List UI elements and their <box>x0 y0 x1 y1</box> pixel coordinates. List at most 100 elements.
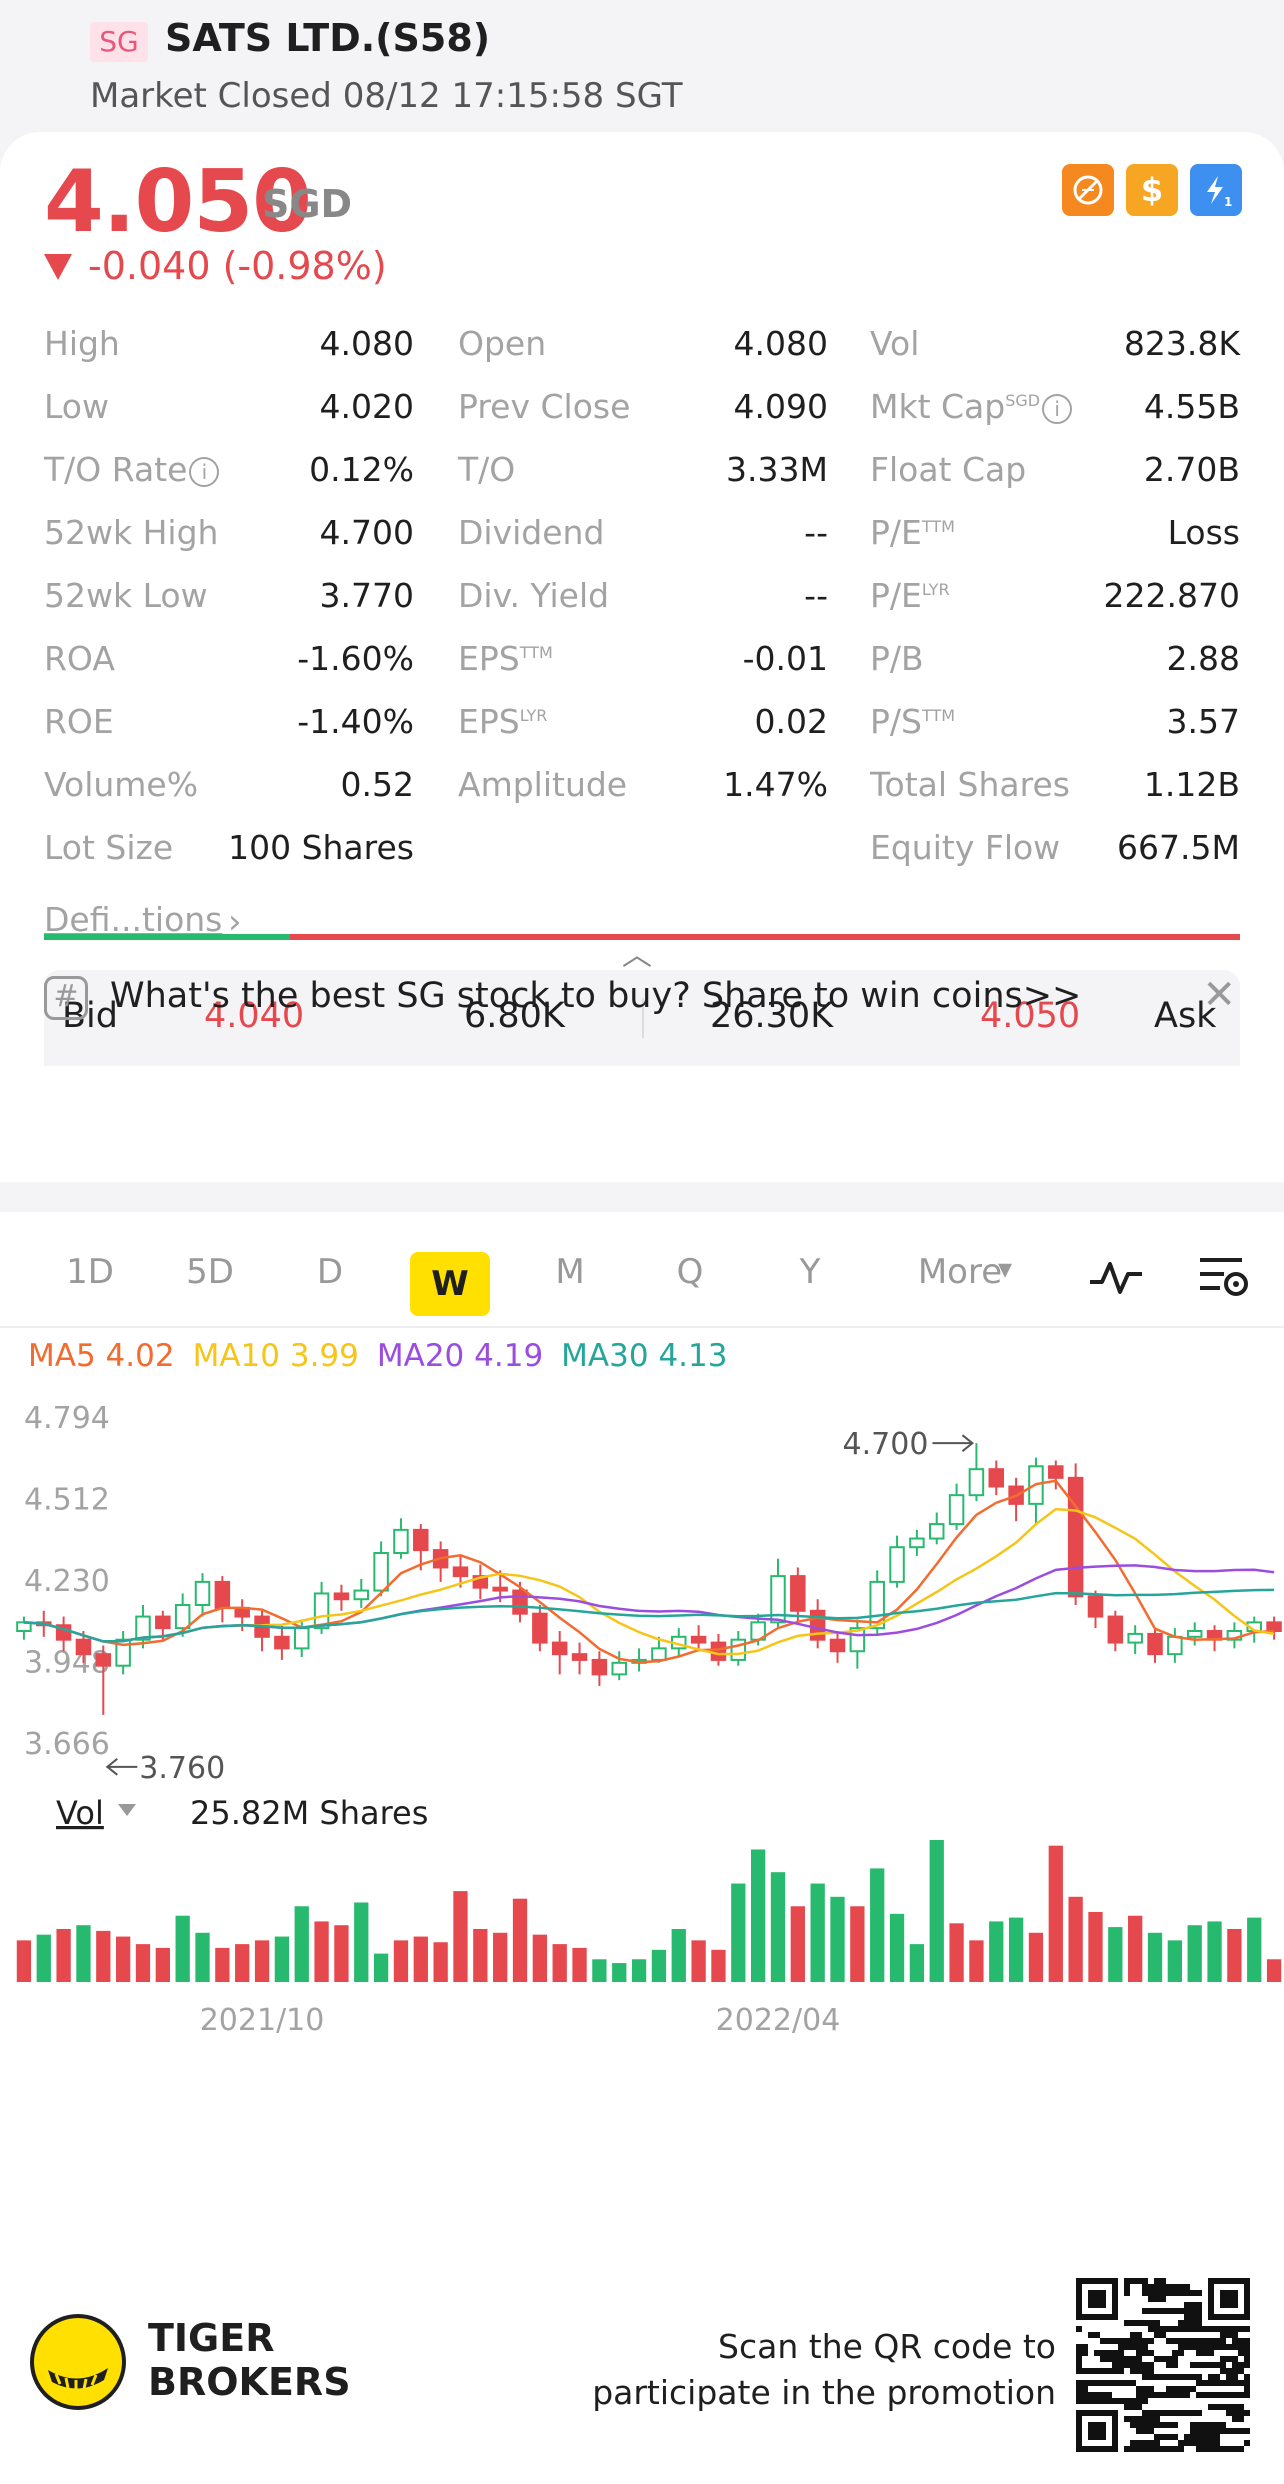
lightning-level1-icon[interactable]: 1 <box>1190 164 1242 216</box>
stat-label: T/O <box>458 450 516 489</box>
qr-module <box>1124 2404 1130 2410</box>
qr-module <box>1238 2380 1244 2386</box>
dollar-icon[interactable]: $ <box>1126 164 1178 216</box>
qr-module <box>1214 2374 1220 2380</box>
info-icon[interactable]: i <box>189 456 220 487</box>
qr-module <box>1202 2446 1208 2452</box>
qr-module <box>1076 2392 1082 2398</box>
stat-row: Dividend -- <box>458 501 828 564</box>
qr-module <box>1124 2356 1130 2362</box>
qr-module <box>1208 2362 1214 2368</box>
volume-indicator-label[interactable]: Vol <box>56 1794 104 1832</box>
qr-module <box>1244 2350 1250 2356</box>
qr-module <box>1148 2428 1154 2434</box>
stat-label: 52wk Low <box>44 576 208 615</box>
qr-module <box>1094 2398 1100 2404</box>
qr-module <box>1136 2404 1142 2410</box>
qr-module <box>1130 2356 1136 2362</box>
qr-module <box>1076 2350 1082 2356</box>
qr-module <box>1172 2386 1178 2392</box>
qr-module <box>1172 2326 1178 2332</box>
qr-module <box>1226 2446 1232 2452</box>
tab-more[interactable]: More <box>917 1252 1003 1292</box>
qr-module <box>1196 2350 1202 2356</box>
qr-module <box>1238 2362 1244 2368</box>
qr-module <box>1202 2344 1208 2350</box>
promo-banner[interactable]: # What's the best SG stock to buy? Share… <box>44 968 1240 1028</box>
volume-bar <box>135 1944 151 1982</box>
qr-caption-line-1: Scan the QR code to <box>718 2327 1056 2366</box>
qr-module <box>1190 2362 1196 2368</box>
qr-module <box>1166 2446 1172 2452</box>
qr-module <box>1220 2368 1226 2374</box>
indicator-line-icon[interactable] <box>1088 1252 1144 1302</box>
ticker-title[interactable]: SATS LTD.(S58) <box>165 16 491 60</box>
qr-module <box>1178 2446 1184 2452</box>
info-icon[interactable]: i <box>1042 393 1073 424</box>
tab-1d[interactable]: 1D <box>66 1252 114 1292</box>
qr-module <box>1232 2404 1238 2410</box>
qr-module <box>1172 2350 1178 2356</box>
no-short-icon[interactable] <box>1062 164 1114 216</box>
stat-value: 0.12% <box>309 450 414 489</box>
qr-module <box>1232 2380 1238 2386</box>
stat-value: 2.70B <box>1143 450 1240 489</box>
chevron-right-icon[interactable]: › <box>228 902 242 942</box>
qr-module <box>1100 2392 1106 2398</box>
chevron-up-icon[interactable]: ︿ <box>622 938 652 973</box>
tab-q[interactable]: Q <box>676 1252 704 1292</box>
y-tick-label: 4.512 <box>24 1483 110 1518</box>
caret-down-icon[interactable] <box>118 1804 136 1816</box>
qr-module <box>1196 2392 1202 2398</box>
qr-module <box>1160 2446 1166 2452</box>
qr-module <box>1088 2290 1106 2308</box>
qr-module <box>1136 2440 1142 2446</box>
qr-module <box>1208 2422 1214 2428</box>
promo-text[interactable]: What's the best SG stock to buy? Share t… <box>110 976 1082 1016</box>
stat-label: P/B <box>870 639 924 678</box>
chart-settings-icon[interactable] <box>1196 1252 1252 1302</box>
candle <box>75 1638 92 1656</box>
volume-bar <box>1048 1845 1063 1982</box>
candle <box>1167 1635 1183 1656</box>
qr-module <box>1118 2356 1124 2362</box>
definitions-link[interactable]: Defi...tions <box>44 900 223 939</box>
tab-m[interactable]: M <box>555 1252 585 1292</box>
qr-module <box>1232 2338 1238 2344</box>
brand-line-2: BROKERS <box>148 2360 351 2404</box>
qr-module <box>1190 2290 1196 2296</box>
qr-module <box>1076 2380 1082 2386</box>
qr-module <box>1148 2338 1154 2344</box>
qr-module <box>1142 2344 1148 2350</box>
qr-module <box>1172 2422 1178 2428</box>
candle <box>928 1523 945 1540</box>
qr-module <box>1232 2374 1238 2380</box>
tab-5d[interactable]: 5D <box>186 1252 234 1292</box>
volume-bar <box>969 1940 984 1982</box>
tab-y[interactable]: Y <box>799 1252 821 1292</box>
tab-w[interactable]: W <box>410 1252 490 1316</box>
tab-d[interactable]: D <box>316 1252 344 1292</box>
qr-module <box>1196 2338 1202 2344</box>
qr-module <box>1124 2278 1130 2284</box>
volume-bar <box>294 1906 309 1982</box>
qr-module <box>1082 2350 1088 2356</box>
qr-module <box>1160 2374 1166 2380</box>
qr-module <box>1202 2428 1208 2434</box>
qr-module <box>1082 2380 1088 2386</box>
qr-module <box>1172 2410 1178 2416</box>
qr-module <box>1166 2410 1172 2416</box>
qr-module <box>1208 2344 1214 2350</box>
qr-module <box>1190 2434 1196 2440</box>
qr-module <box>1148 2386 1154 2392</box>
qr-module <box>1202 2350 1208 2356</box>
close-icon[interactable]: ✕ <box>1202 972 1236 1018</box>
qr-module <box>1154 2356 1160 2362</box>
qr-module <box>1130 2344 1136 2350</box>
qr-module <box>1172 2284 1178 2290</box>
candle <box>591 1658 608 1676</box>
caret-down-icon[interactable]: ▾ <box>998 1252 1013 1285</box>
qr-module <box>1154 2332 1160 2338</box>
stat-label: Dividend <box>458 513 605 552</box>
